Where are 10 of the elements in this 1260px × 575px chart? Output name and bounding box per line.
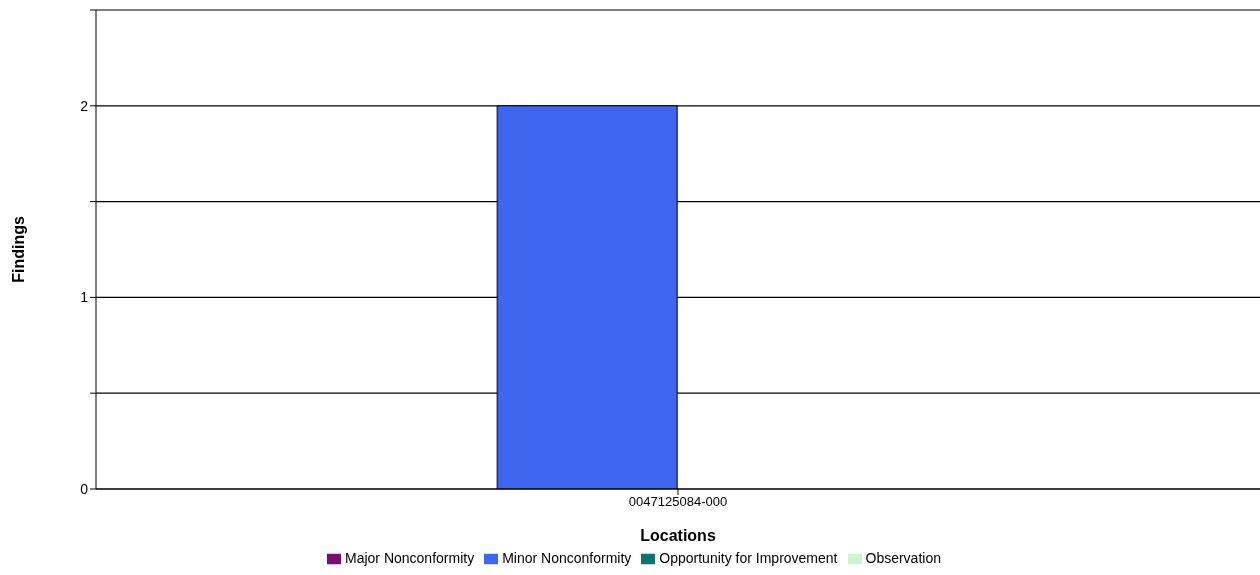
- legend-label: Major Nonconformity: [345, 550, 475, 566]
- x-tick-label: 0047125084-000: [628, 494, 728, 510]
- legend-label: Observation: [865, 550, 941, 566]
- y-tick-label: 0: [80, 480, 89, 497]
- legend-label: Opportunity for Improvement: [659, 550, 838, 566]
- y-tick-label: 2: [80, 97, 89, 114]
- y-axis-title: Findings: [9, 216, 27, 283]
- legend-label: Minor Nonconformity: [502, 550, 632, 566]
- y-tick-label: 1: [80, 289, 89, 306]
- x-axis-title: Locations: [640, 527, 716, 544]
